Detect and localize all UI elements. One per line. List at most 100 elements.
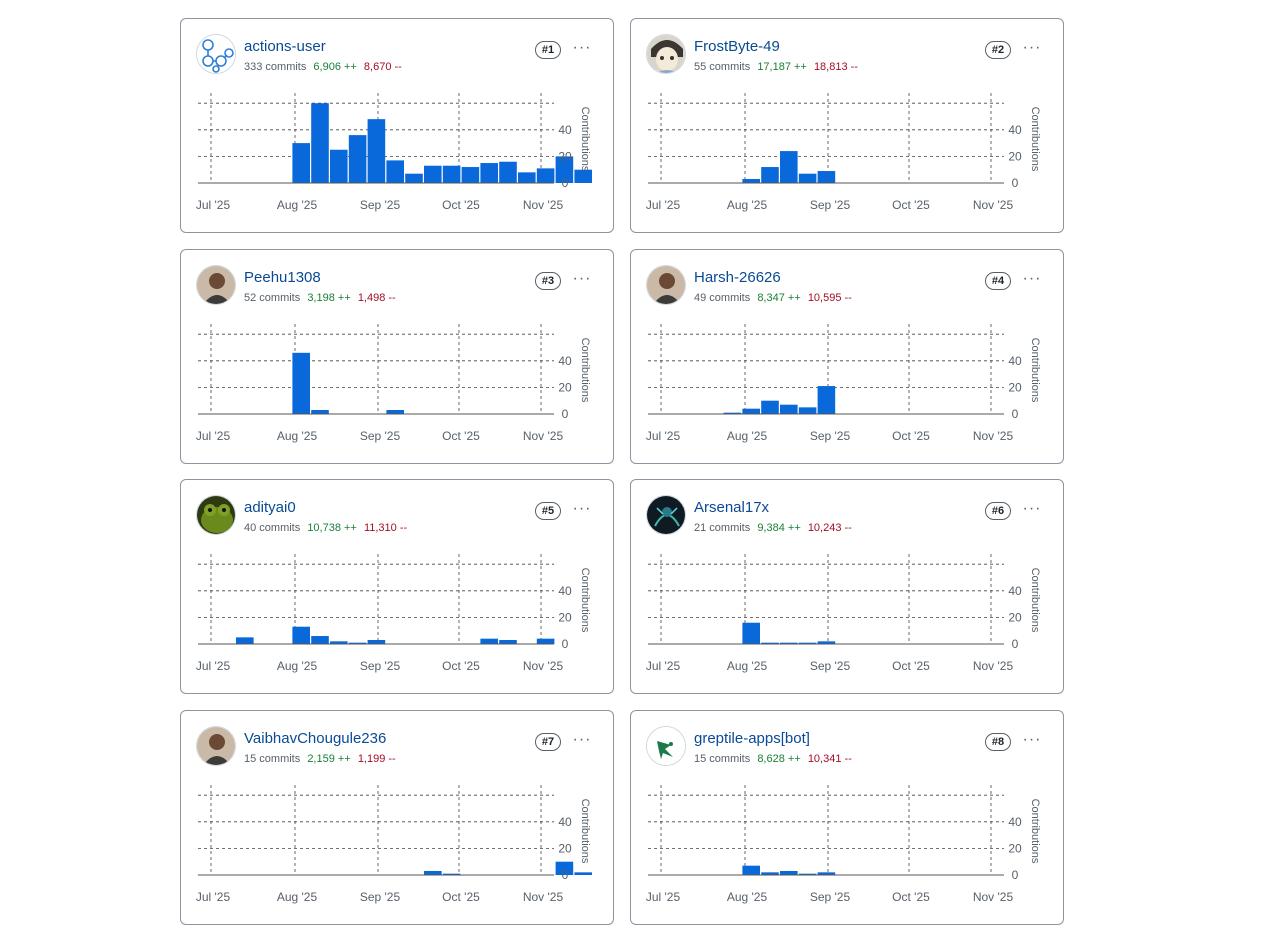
rank-badge: #4 <box>985 271 1011 290</box>
bar[interactable] <box>499 640 517 644</box>
avatar[interactable] <box>646 264 686 305</box>
commit-count[interactable]: 15 commits <box>694 752 751 765</box>
x-tick-label: Jul '25 <box>196 890 231 904</box>
avatar[interactable] <box>196 34 236 74</box>
bar[interactable] <box>386 409 404 414</box>
bar[interactable] <box>536 168 555 183</box>
bar[interactable] <box>518 172 536 183</box>
commit-count[interactable]: 15 commits <box>244 752 301 765</box>
y-axis-label: Contributions <box>579 568 591 633</box>
bar[interactable] <box>798 406 817 414</box>
contributor-name-link[interactable]: Harsh-26626 <box>694 268 781 286</box>
contributor-name-link[interactable]: greptile-apps[bot] <box>694 729 810 747</box>
bar[interactable] <box>348 135 367 183</box>
commit-count[interactable]: 333 commits <box>244 61 307 73</box>
bar[interactable] <box>761 167 779 183</box>
bar[interactable] <box>817 171 836 183</box>
deletions-count: 8,670 -- <box>363 61 402 73</box>
bar[interactable] <box>292 626 310 644</box>
x-tick-label: Aug '25 <box>277 429 318 443</box>
bar[interactable] <box>311 636 329 644</box>
rank-badge: #2 <box>985 41 1011 59</box>
bar[interactable] <box>574 871 592 875</box>
bar[interactable] <box>817 385 836 414</box>
more-options-button[interactable]: ··· <box>1019 37 1045 59</box>
bar[interactable] <box>499 161 517 183</box>
more-options-button[interactable]: ··· <box>569 268 595 290</box>
bar[interactable] <box>311 103 329 183</box>
contributor-name-link[interactable]: FrostByte-49 <box>694 38 780 55</box>
contributor-name-link[interactable]: Peehu1308 <box>244 268 321 286</box>
bar[interactable] <box>780 870 798 875</box>
avatar[interactable] <box>646 34 686 74</box>
bar[interactable] <box>574 169 592 183</box>
contributor-stats: 15 commits 8,628 ++ 10,341 -- <box>694 752 852 766</box>
avatar[interactable] <box>196 725 236 766</box>
more-options-button[interactable]: ··· <box>1019 498 1045 520</box>
contributor-card: adityai0 40 commits 10,738 ++ 11,310 -- … <box>180 479 614 694</box>
bar[interactable] <box>461 167 480 183</box>
bar[interactable] <box>723 412 742 414</box>
contributor-name-link[interactable]: VaibhavChougule236 <box>244 729 387 747</box>
bar[interactable] <box>480 638 498 644</box>
bar[interactable] <box>742 408 760 414</box>
avatar[interactable] <box>196 495 236 535</box>
bar[interactable] <box>742 622 760 644</box>
more-options-button[interactable]: ··· <box>569 498 595 520</box>
avatar[interactable] <box>646 725 686 766</box>
commit-count[interactable]: 55 commits <box>694 61 751 73</box>
contributor-name-link[interactable]: actions-user <box>244 38 326 55</box>
more-options-button[interactable]: ··· <box>1019 268 1045 290</box>
commit-count[interactable]: 52 commits <box>244 291 301 304</box>
bar[interactable] <box>367 119 386 183</box>
bar[interactable] <box>555 861 574 875</box>
commit-count[interactable]: 49 commits <box>694 291 751 304</box>
bar[interactable] <box>424 165 442 183</box>
bar[interactable] <box>348 642 367 644</box>
y-axis-label: Contributions <box>1029 107 1041 172</box>
bar[interactable] <box>405 173 423 183</box>
bar[interactable] <box>742 179 760 183</box>
avatar[interactable] <box>196 264 236 305</box>
bar[interactable] <box>780 642 798 644</box>
avatar[interactable] <box>646 495 686 535</box>
bar[interactable] <box>780 151 798 183</box>
contributor-name-link[interactable]: adityai0 <box>244 499 296 516</box>
bar[interactable] <box>292 352 310 414</box>
bar[interactable] <box>761 642 779 644</box>
commit-count[interactable]: 21 commits <box>694 522 751 534</box>
bar[interactable] <box>798 642 817 644</box>
bar[interactable] <box>536 638 555 644</box>
y-axis-label: Contributions <box>1029 568 1041 633</box>
bar[interactable] <box>817 871 836 875</box>
x-tick-label: Oct '25 <box>892 890 930 904</box>
bar[interactable] <box>761 400 779 414</box>
bar[interactable] <box>555 156 574 183</box>
contributor-card: VaibhavChougule236 15 commits 2,159 ++ 1… <box>180 709 614 925</box>
bar[interactable] <box>386 160 404 183</box>
bar[interactable] <box>480 163 498 183</box>
additions-count: 2,159 ++ <box>307 752 351 765</box>
bar[interactable] <box>236 637 254 644</box>
bar[interactable] <box>780 404 798 414</box>
more-options-button[interactable]: ··· <box>1019 729 1045 751</box>
bar[interactable] <box>292 143 310 183</box>
bar[interactable] <box>798 173 817 183</box>
contributor-name-link[interactable]: Arsenal17x <box>694 499 770 516</box>
bar[interactable] <box>424 870 442 875</box>
commit-count[interactable]: 40 commits <box>244 522 301 534</box>
bar[interactable] <box>330 641 348 644</box>
bar[interactable] <box>442 873 461 875</box>
bar[interactable] <box>311 409 329 414</box>
x-tick-label: Sep '25 <box>810 429 851 443</box>
bar[interactable] <box>798 873 817 875</box>
more-options-button[interactable]: ··· <box>569 37 595 59</box>
more-options-button[interactable]: ··· <box>569 729 595 751</box>
bar[interactable] <box>367 640 386 644</box>
bar[interactable] <box>442 165 461 183</box>
bar[interactable] <box>742 865 760 875</box>
rank-badge: #6 <box>985 502 1011 520</box>
bar[interactable] <box>761 871 779 875</box>
bar[interactable] <box>330 149 348 183</box>
bar[interactable] <box>817 641 836 644</box>
